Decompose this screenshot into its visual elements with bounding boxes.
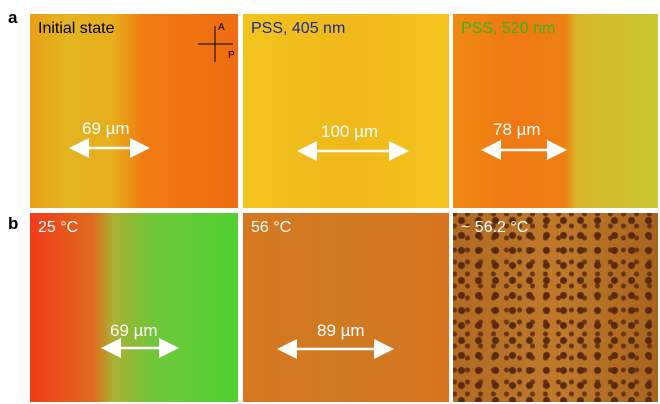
scale-arrows bbox=[0, 0, 660, 404]
figure: a b Initial state 69 µm A P PSS, 405 nm … bbox=[0, 0, 660, 404]
